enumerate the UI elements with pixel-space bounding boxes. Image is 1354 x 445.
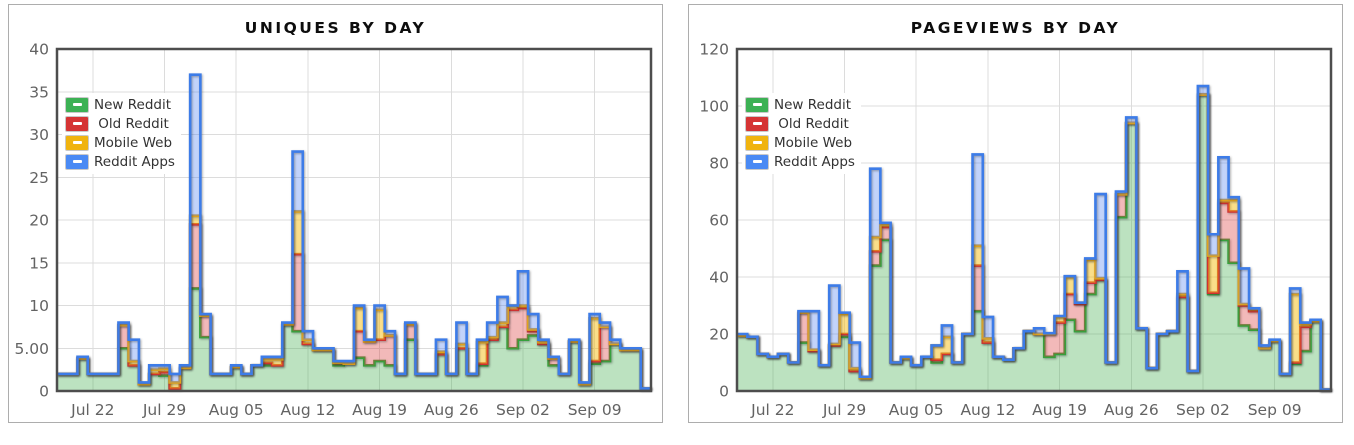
legend-swatch-old-reddit-icon xyxy=(65,115,89,132)
x-tick-label: Aug 19 xyxy=(352,401,407,419)
series-line-reddit-apps xyxy=(737,84,1331,391)
x-tick-label: Aug 05 xyxy=(209,401,264,419)
pageviews-chart-card: PAGEVIEWS BY DAY 0 20 40 60 80 100 120 Jul 22 Ju… xyxy=(688,4,1343,423)
y-tick-label: 100 xyxy=(699,98,729,116)
y-tick-label: 0 xyxy=(719,383,729,401)
x-tick-label: Aug 26 xyxy=(1104,401,1159,419)
legend-label: New Reddit xyxy=(774,96,851,113)
x-tick-label: Sep 02 xyxy=(1176,401,1230,419)
x-tick-label: Aug 05 xyxy=(889,401,944,419)
x-tick-label: Jul 29 xyxy=(142,401,186,419)
series-area-reddit-apps xyxy=(57,74,651,389)
series-area-new-reddit xyxy=(737,94,1331,391)
legend-label: Mobile Web xyxy=(774,134,853,151)
legend-item-mobile-web[interactable]: Mobile Web xyxy=(65,133,175,152)
legend-item-mobile-web[interactable]: Mobile Web xyxy=(745,133,855,152)
pageviews-plot-area: 0 20 40 60 80 100 120 Jul 22 Jul 29 Aug 05 Aug 12 A… xyxy=(689,43,1342,419)
series-line-reddit-apps xyxy=(57,73,651,390)
plot-border xyxy=(735,47,1333,393)
y-tick-label: 60 xyxy=(709,212,729,230)
legend-label: Old Reddit xyxy=(774,115,849,132)
reddit-traffic-dashboard: UNIQUES BY DAY 0 5.00 10 15 20 25 30 35 40 Jul 22… xyxy=(8,4,1343,423)
legend-item-reddit-apps[interactable]: Reddit Apps xyxy=(65,152,175,171)
uniques-chart-title: UNIQUES BY DAY xyxy=(244,19,427,37)
x-tick-label: Jul 22 xyxy=(750,401,794,419)
legend-swatch-mobile-web-icon xyxy=(65,134,89,151)
x-tick-label: Jul 29 xyxy=(822,401,866,419)
pageviews-chart-svg: 0 20 40 60 80 100 120 Jul 22 Jul 29 Aug 05 Aug 12 A… xyxy=(699,43,1333,419)
y-tick-label: 20 xyxy=(29,212,49,230)
y-tick-label: 40 xyxy=(709,269,729,287)
y-tick-label: 25 xyxy=(29,169,49,187)
x-tick-label: Aug 12 xyxy=(280,401,335,419)
uniques-chart-svg: 0 5.00 10 15 20 25 30 35 40 Jul 22 Jul 29 Aug 05 Aug… xyxy=(14,43,653,419)
pageviews-chart-title: PAGEVIEWS BY DAY xyxy=(910,19,1121,37)
x-tick-label: Aug 19 xyxy=(1032,401,1087,419)
pageviews-legend: New Reddit Old Reddit Mobile Web Reddit Ap… xyxy=(742,93,861,174)
legend-label: Reddit Apps xyxy=(774,153,855,170)
legend-swatch-new-reddit-icon xyxy=(65,96,89,113)
x-tick-label: Sep 02 xyxy=(496,401,550,419)
legend-item-old-reddit[interactable]: Old Reddit xyxy=(745,114,855,133)
legend-label: Reddit Apps xyxy=(94,153,175,170)
y-tick-label: 120 xyxy=(699,43,729,59)
plot-border xyxy=(55,47,653,393)
legend-label: New Reddit xyxy=(94,96,171,113)
uniques-plot-area: 0 5.00 10 15 20 25 30 35 40 Jul 22 Jul 29 Aug 05 Aug… xyxy=(9,43,662,419)
x-tick-label: Sep 09 xyxy=(568,401,622,419)
legend-item-new-reddit[interactable]: New Reddit xyxy=(65,95,175,114)
y-tick-label: 5.00 xyxy=(14,340,49,358)
y-tick-label: 40 xyxy=(29,43,49,59)
legend-label: Old Reddit xyxy=(94,115,169,132)
y-tick-label: 10 xyxy=(29,297,49,315)
legend-label: Mobile Web xyxy=(94,134,173,151)
y-tick-label: 80 xyxy=(709,155,729,173)
y-tick-label: 35 xyxy=(29,83,49,101)
x-tick-label: Jul 22 xyxy=(70,401,114,419)
legend-swatch-new-reddit-icon xyxy=(745,96,769,113)
x-tick-label: Sep 09 xyxy=(1248,401,1302,419)
x-tick-label: Aug 12 xyxy=(960,401,1015,419)
series-line-new-reddit xyxy=(57,287,651,390)
legend-item-old-reddit[interactable]: Old Reddit xyxy=(65,114,175,133)
legend-swatch-reddit-apps-icon xyxy=(65,153,89,170)
uniques-chart-card: UNIQUES BY DAY 0 5.00 10 15 20 25 30 35 40 Jul 22… xyxy=(8,4,663,423)
legend-swatch-mobile-web-icon xyxy=(745,134,769,151)
legend-item-reddit-apps[interactable]: Reddit Apps xyxy=(745,152,855,171)
legend-swatch-old-reddit-icon xyxy=(745,115,769,132)
legend-swatch-reddit-apps-icon xyxy=(745,153,769,170)
legend-item-new-reddit[interactable]: New Reddit xyxy=(745,95,855,114)
y-tick-label: 20 xyxy=(709,326,729,344)
y-tick-label: 0 xyxy=(39,383,49,401)
x-tick-label: Aug 26 xyxy=(424,401,479,419)
series-area-new-reddit xyxy=(57,288,651,391)
y-tick-label: 30 xyxy=(29,126,49,144)
uniques-legend: New Reddit Old Reddit Mobile Web Reddit Ap… xyxy=(62,93,181,174)
y-tick-label: 15 xyxy=(29,254,49,272)
